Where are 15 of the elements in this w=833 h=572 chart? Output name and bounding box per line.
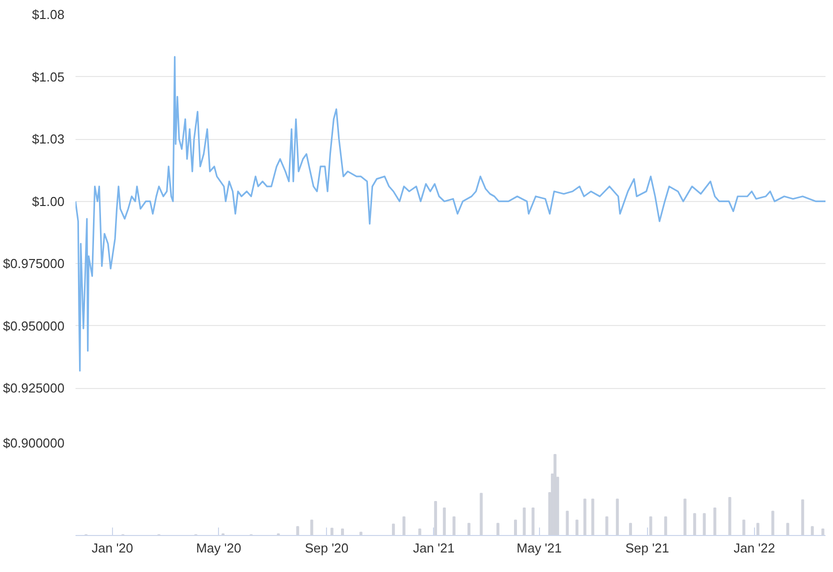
y-tick-label: $0.975000 xyxy=(3,256,64,272)
y-tick-label: $1.08 xyxy=(32,7,65,22)
x-tick-label: Jan '21 xyxy=(413,540,455,556)
y-tick-label: $1.03 xyxy=(32,132,65,147)
y-tick-label: $0.900000 xyxy=(3,436,64,450)
x-tick-label: Sep '21 xyxy=(625,540,670,556)
x-tick-label: Sep '20 xyxy=(304,540,349,556)
y-tick-label: $0.925000 xyxy=(3,380,64,396)
x-tick-label: May '20 xyxy=(196,540,242,556)
y-tick-label: $1.05 xyxy=(32,69,65,84)
x-tick-label: Jan '20 xyxy=(92,540,134,556)
y-tick-label: $0.950000 xyxy=(3,318,64,334)
y-tick-label: $1.00 xyxy=(32,194,65,209)
x-tick-label: Jan '22 xyxy=(734,540,776,556)
x-tick-label: May '21 xyxy=(516,540,562,556)
